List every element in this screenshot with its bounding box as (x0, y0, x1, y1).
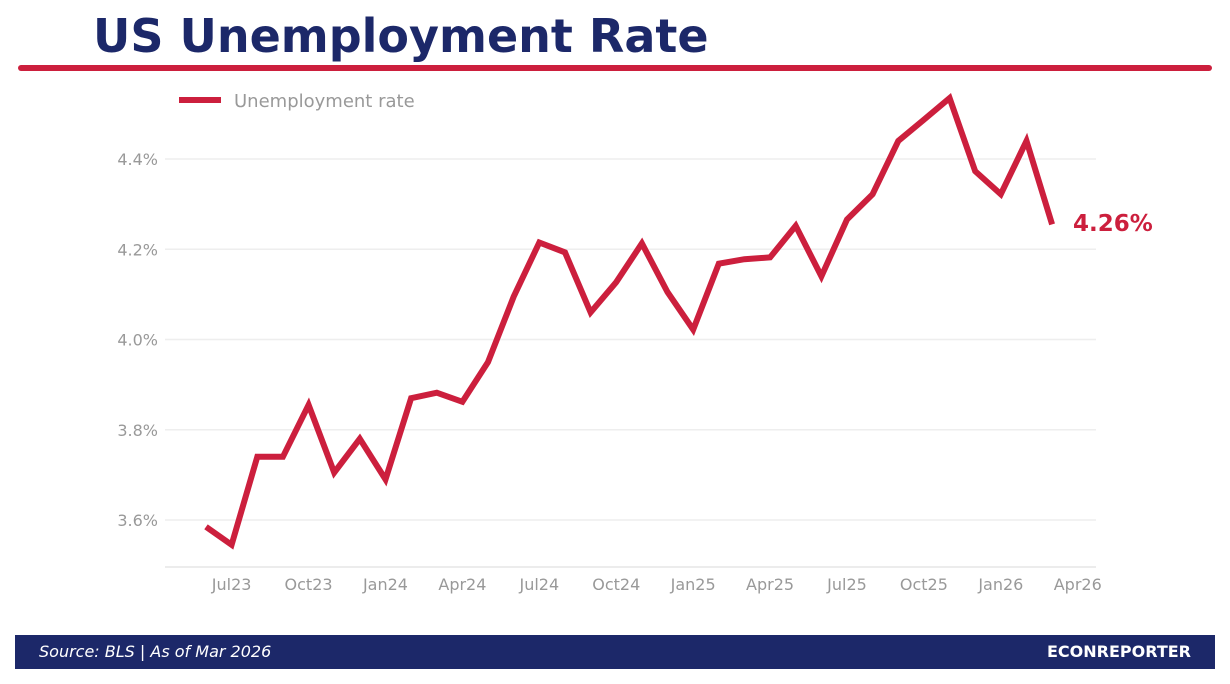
y-tick-label: 3.8% (117, 421, 158, 440)
x-tick-label: Apr26 (1054, 575, 1102, 594)
x-tick-label: Apr25 (746, 575, 794, 594)
x-tick-label: Oct23 (285, 575, 333, 594)
title-divider (18, 65, 1212, 71)
x-tick-labels: Jul23 Oct23 Jan24 Apr24 Jul24 Oct24 Jan25 Apr25… (211, 575, 1102, 594)
x-tick-label: Jul24 (518, 575, 559, 594)
x-tick-label: Jul23 (211, 575, 252, 594)
y-tick-label: 4.4% (117, 150, 158, 169)
brand-logo-text: ECONREPORTER (1046, 642, 1191, 661)
y-tick-labels: 3.6% 3.8% 4.0% 4.2% 4.4% (117, 150, 158, 530)
unemployment-line-chart: 3.6% 3.8% 4.0% 4.2% 4.4% Jul23 Oct23 Jan24 Apr2… (117, 91, 1153, 594)
x-tick-label: Apr24 (438, 575, 486, 594)
end-value-label: 4.26% (1073, 211, 1153, 237)
x-tick-label: Jan24 (362, 575, 408, 594)
series-layer (204, 93, 1055, 550)
legend-label-unemployment-rate: Unemployment rate (234, 91, 415, 112)
series-line-unemployment-rate (204, 93, 1055, 550)
legend: Unemployment rate (179, 91, 415, 112)
x-tick-label: Oct24 (592, 575, 640, 594)
x-tick-label: Jan25 (670, 575, 716, 594)
x-tick-label: Oct25 (900, 575, 948, 594)
source-note: Source: BLS | As of Mar 2026 (39, 642, 272, 661)
grid-lines (165, 158, 1096, 521)
footer-bar: Source: BLS | As of Mar 2026 ECONREPORTE… (15, 635, 1215, 669)
page-title: US Unemployment Rate (93, 9, 709, 63)
y-tick-label: 4.2% (117, 240, 158, 259)
y-tick-label: 3.6% (117, 511, 158, 530)
x-tick-label: Jul25 (826, 575, 867, 594)
y-tick-label: 4.0% (117, 331, 158, 350)
x-tick-label: Jan26 (977, 575, 1023, 594)
